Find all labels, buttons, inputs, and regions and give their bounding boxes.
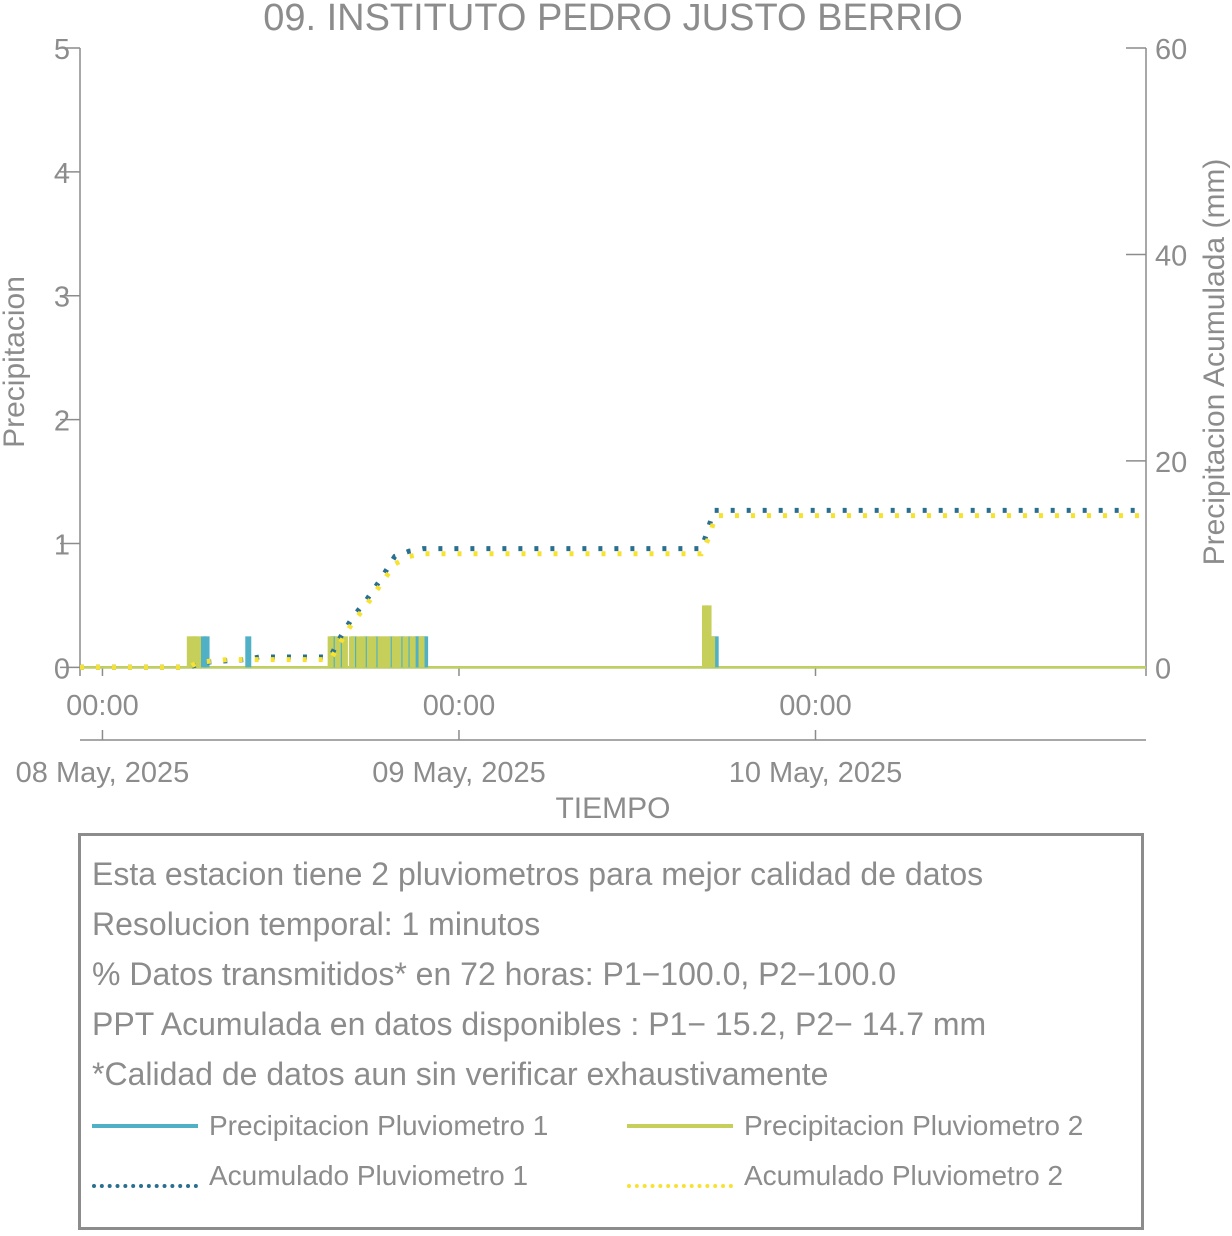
info-line-transmitted: % Datos transmitidos* en 72 horas: P1−10… <box>92 956 897 992</box>
precip-p2-bar-11 <box>370 636 377 668</box>
y-right-tick-label-1: 20 <box>1155 447 1187 479</box>
acumulado-p1-line <box>80 507 1146 670</box>
precip-p2-bar-12 <box>377 636 384 668</box>
precip-p2-bar-13 <box>381 636 388 668</box>
precip-p2-bar-10 <box>366 636 373 668</box>
precip-p1-bar-13 <box>414 636 421 668</box>
precip-p1-bar-2 <box>245 636 252 668</box>
precip-p1-bar-7 <box>363 636 370 668</box>
precip-p2-bar-14 <box>384 636 391 668</box>
info-box: Esta estacion tiene 2 pluviometros para … <box>78 833 1144 1230</box>
precip-p2-bar-8 <box>356 636 363 668</box>
x-tick-date-0: 08 May, 2025 <box>16 757 190 789</box>
precip-p2-bar-3 <box>195 636 202 668</box>
y-right-tick-label-3: 60 <box>1155 34 1187 66</box>
precip-p2-bar-20 <box>701 605 708 668</box>
x-tick-date-1: 09 May, 2025 <box>372 757 546 789</box>
x-axis-label: TIEMPO <box>555 792 670 825</box>
precip-p2-bar-19 <box>418 636 425 668</box>
y-tick-label-3: 3 <box>54 282 70 314</box>
x-tick-time-0: 00:00 <box>66 690 139 722</box>
chart-title: 09. INSTITUTO PEDRO JUSTO BERRIO <box>263 0 963 39</box>
y-axis-label: Precipitacion <box>0 276 31 448</box>
y-axis-right-label: Precipitacion Acumulada (mm) <box>1198 159 1231 566</box>
precip-p1-bar-8 <box>373 636 380 668</box>
y-tick-label-5: 5 <box>54 34 70 66</box>
precip-p2-bar-16 <box>395 636 402 668</box>
info-line-accumulated: PPT Acumulada en datos disponibles : P1−… <box>92 1006 987 1042</box>
y-right-tick-label-0: 0 <box>1155 653 1171 685</box>
y-right-tick-label-2: 40 <box>1155 240 1187 272</box>
precipitation-chart: 09. INSTITUTO PEDRO JUSTO BERRIO 0123450… <box>0 0 1231 825</box>
y-tick-label-0: 0 <box>54 653 70 685</box>
precip-p1-bar-15 <box>422 636 429 668</box>
legend-label-precip-p1: Precipitacion Pluviometro 1 <box>209 1110 549 1141</box>
legend-swatch-precip-p2 <box>627 1124 733 1128</box>
precip-p2-bar-5 <box>334 636 341 668</box>
precip-p2-bar-15 <box>391 636 398 668</box>
legend-swatch-acum-p1 <box>92 1184 198 1188</box>
precip-p1-bar-10 <box>398 636 405 668</box>
precip-p1-bar-18 <box>712 636 719 668</box>
x-tick-date-2: 10 May, 2025 <box>729 757 903 789</box>
precip-p2-bar-6 <box>341 636 348 668</box>
info-line-resolution: Resolucion temporal: 1 minutos <box>92 906 541 942</box>
y-tick-label-2: 2 <box>54 406 70 438</box>
precip-p1-bar-9 <box>388 636 395 668</box>
precip-p2-bar-22 <box>709 636 716 668</box>
x-tick-time-1: 00:00 <box>423 690 496 722</box>
x-tick-time-2: 00:00 <box>779 690 852 722</box>
plot-area: 0 1 2 3 4 5 0 20 40 60 00:00 08 May, 2025 00:00 09 Ma… <box>16 34 1188 789</box>
precip-p2-bar-9 <box>359 636 366 668</box>
legend-label-acum-p1: Acumulado Pluviometro 1 <box>209 1160 529 1191</box>
y-tick-label-4: 4 <box>54 158 70 190</box>
info-line-stations: Esta estacion tiene 2 pluviometros para … <box>92 856 984 892</box>
precip-p1-bar-11 <box>406 636 413 668</box>
precip-p1-bar-0 <box>200 636 207 668</box>
legend-label-acum-p2: Acumulado Pluviometro 2 <box>744 1160 1064 1191</box>
legend-label-precip-p2: Precipitacion Pluviometro 2 <box>744 1110 1084 1141</box>
legend-swatch-precip-p1 <box>92 1124 198 1128</box>
legend-swatch-acum-p2 <box>627 1184 733 1188</box>
info-line-quality: *Calidad de datos aun sin verificar exha… <box>92 1056 829 1092</box>
y-tick-label-1: 1 <box>54 529 70 561</box>
precip-p2-bar-21 <box>705 605 712 668</box>
precip-p2-bar-7 <box>349 636 356 668</box>
precip-p1-bar-5 <box>338 636 345 668</box>
acumulado-p2-line <box>80 513 1146 670</box>
precip-p2-bar-18 <box>409 636 416 668</box>
precip-p2-bar-17 <box>402 636 409 668</box>
precip-p1-bar-1 <box>203 636 210 668</box>
